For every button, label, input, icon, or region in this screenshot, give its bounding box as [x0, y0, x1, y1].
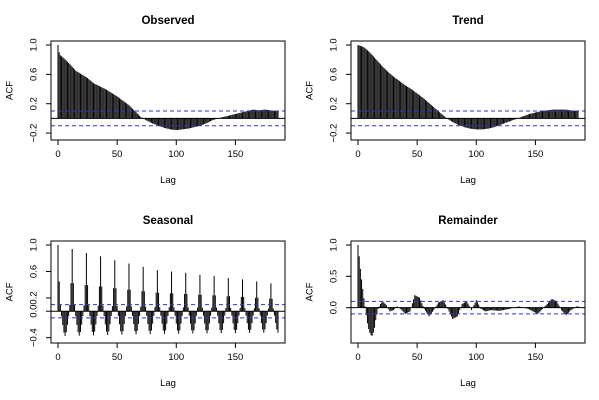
- y-tick-label: 0.0: [29, 305, 40, 318]
- panel-trend: Trend 0 50 100 150 Lag −0.2 0.2 0.6 1.0 ACF: [305, 15, 586, 186]
- plot-frame: [350, 240, 586, 344]
- y-axis-label: ACF: [5, 282, 16, 301]
- y-axis-label: ACF: [305, 282, 316, 301]
- y-tick-label: 1.0: [329, 238, 340, 251]
- x-axis: 0 50 100 150: [355, 140, 543, 160]
- y-tick-label: 0.5: [329, 270, 340, 283]
- x-tick-label: 50: [112, 352, 123, 363]
- y-tick-label: 1.0: [29, 38, 40, 51]
- y-axis-label: ACF: [305, 81, 316, 100]
- panel-title: Seasonal: [143, 215, 194, 227]
- y-axis: −0.2 0.2 0.6 1.0: [329, 38, 351, 142]
- x-tick-label: 150: [227, 149, 243, 160]
- x-tick-label: 100: [168, 352, 184, 363]
- y-tick-label: 0.2: [29, 291, 40, 304]
- y-tick-label: 0.6: [29, 265, 40, 278]
- panel-title: Observed: [141, 15, 194, 27]
- x-tick-label: 0: [55, 352, 60, 363]
- x-tick-label: 150: [227, 352, 243, 363]
- y-tick-label: 1.0: [29, 238, 40, 251]
- y-axis: 0.0 0.5 1.0: [329, 238, 351, 314]
- x-tick-label: 50: [112, 149, 123, 160]
- panel-seasonal: Seasonal 0 50 100 150 Lag −0.4 0.00.2 0.6 1.0 ACF: [5, 215, 286, 389]
- panel-observed: Observed 0 50 100 150 Lag −0.2 0.2 0.6 1.0 ACF: [5, 15, 286, 186]
- acf-bars: [357, 45, 579, 130]
- x-axis-label: Lag: [460, 175, 476, 186]
- plot-frame: [350, 40, 586, 141]
- x-tick-label: 50: [412, 352, 423, 363]
- x-axis: 0 50 100 150: [355, 343, 543, 363]
- acf-bars: [57, 45, 279, 131]
- panel-remainder: Remainder 0 50 100 150 Lag 0.0 0.5 1.0 ACF: [305, 215, 586, 389]
- y-tick-label: −0.4: [29, 328, 40, 347]
- y-tick-label: 0.6: [29, 68, 40, 81]
- y-tick-label: 1.0: [329, 38, 340, 51]
- acf-bars: [357, 245, 579, 336]
- x-axis-label: Lag: [160, 175, 176, 186]
- panel-title: Trend: [452, 15, 483, 27]
- x-tick-label: 100: [168, 149, 184, 160]
- x-axis: 0 50 100 150: [55, 140, 243, 160]
- x-tick-label: 50: [412, 149, 423, 160]
- plot-frame: [50, 40, 286, 141]
- x-tick-label: 100: [468, 149, 484, 160]
- panel-title: Remainder: [438, 215, 498, 227]
- y-axis-label: ACF: [5, 81, 16, 100]
- x-axis: 0 50 100 150: [55, 343, 243, 363]
- acf-bars: [57, 245, 279, 336]
- y-axis: −0.4 0.00.2 0.6 1.0: [29, 238, 51, 347]
- y-tick-label: −0.2: [329, 124, 340, 143]
- x-axis-label: Lag: [160, 378, 176, 389]
- y-tick-label: −0.2: [29, 124, 40, 143]
- y-tick-label: 0.2: [29, 97, 40, 110]
- x-tick-label: 150: [527, 352, 543, 363]
- x-tick-label: 0: [55, 149, 60, 160]
- x-tick-label: 0: [355, 149, 360, 160]
- x-axis-label: Lag: [460, 378, 476, 389]
- y-axis: −0.2 0.2 0.6 1.0: [29, 38, 51, 142]
- x-tick-label: 0: [355, 352, 360, 363]
- y-tick-label: 0.2: [329, 97, 340, 110]
- y-tick-label: 0.0: [329, 301, 340, 314]
- plot-frame: [50, 240, 286, 344]
- y-tick-label: 0.6: [329, 68, 340, 81]
- x-tick-label: 150: [527, 149, 543, 160]
- x-tick-label: 100: [468, 352, 484, 363]
